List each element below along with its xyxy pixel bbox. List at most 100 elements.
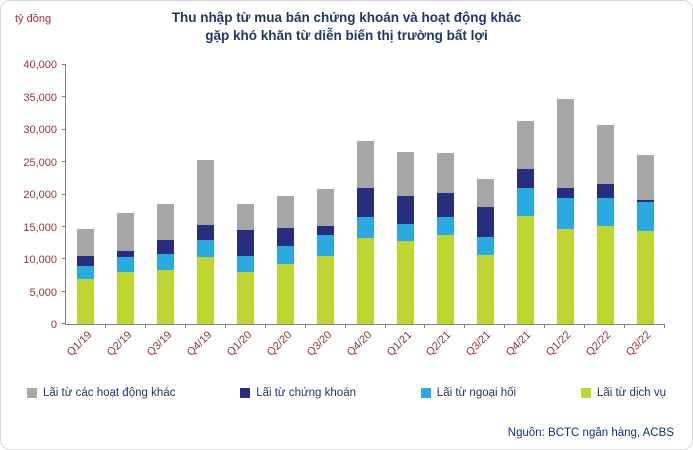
- y-axis-tick-mark: [62, 258, 66, 260]
- x-axis-tick-label: Q2/20: [264, 329, 295, 359]
- bar-segment: [436, 235, 454, 324]
- x-axis-tick-label: Q1/22: [544, 329, 574, 359]
- bar-segment: [277, 264, 295, 324]
- bar-segment: [357, 140, 375, 189]
- bar-segment: [317, 189, 335, 226]
- bar-segment: [77, 278, 95, 324]
- y-axis-tick-mark: [62, 161, 66, 163]
- bar-segment: [277, 228, 295, 247]
- y-axis-unit-label: tỷ đồng: [15, 13, 52, 25]
- stacked-bar: [636, 65, 654, 324]
- bar-segment: [396, 152, 414, 197]
- x-axis-tick-mark: [144, 324, 146, 328]
- bar-segment: [197, 160, 215, 225]
- bar-segment: [596, 183, 614, 198]
- y-axis-tick-label: 25,000: [23, 156, 57, 169]
- bar-slot: Q2/20: [264, 65, 306, 359]
- stacked-bar: [157, 65, 175, 324]
- chart-title-line-2: gặp khó khăn từ diễn biến thị trường bất…: [205, 28, 488, 44]
- y-axis-tick-mark: [62, 64, 66, 65]
- stacked-bar: [396, 65, 414, 324]
- y-axis-tick-mark: [62, 290, 66, 292]
- x-axis-tick-label: Q3/21: [464, 329, 494, 359]
- x-axis-tick-mark: [504, 324, 506, 328]
- bar-segment: [476, 237, 494, 256]
- legend-label: Lãi từ các hoạt động khác: [43, 387, 176, 399]
- bar-slot: Q1/19: [65, 65, 106, 359]
- stacked-bar: [596, 65, 614, 324]
- bar-segment: [197, 239, 215, 258]
- x-axis-tick-mark: [544, 324, 546, 328]
- y-axis-tick-mark: [62, 323, 66, 324]
- bar-slot: Q1/21: [384, 65, 426, 359]
- y-axis-tick-label: 0: [50, 319, 57, 331]
- y-axis-tick-mark: [62, 96, 66, 98]
- bar-segment: [436, 153, 454, 194]
- bar-segment: [357, 237, 375, 324]
- legend-label: Lãi từ dịch vụ: [596, 387, 666, 399]
- bar-segment: [357, 188, 375, 217]
- y-axis-tick-label: 30,000: [23, 124, 57, 136]
- bar-segment: [157, 204, 175, 240]
- legend: Lãi từ các hoạt động khác Lãi từ chứng kh…: [27, 387, 666, 399]
- bar-segment: [237, 230, 255, 257]
- x-axis-tick-mark: [384, 324, 386, 328]
- bar-segment: [157, 239, 175, 255]
- legend-label: Lãi từ ngoại hối: [436, 387, 517, 399]
- bar-segment: [636, 199, 654, 203]
- bar-segment: [436, 217, 454, 236]
- chart-title-line-1: Thu nhập từ mua bán chứng khoán và hoạt …: [171, 10, 522, 25]
- bar-segment: [636, 202, 654, 232]
- bar-segment: [317, 225, 335, 235]
- y-axis-tick-label: 40,000: [23, 59, 57, 71]
- bar-segment: [396, 241, 414, 324]
- bar-segment: [556, 197, 574, 229]
- bar-segment: [476, 207, 494, 238]
- x-axis-tick-mark: [184, 324, 186, 328]
- source-note: Nguồn: BCTC ngân hàng, ACBS: [507, 427, 674, 439]
- x-axis-tick-label: Q3/22: [623, 329, 654, 359]
- y-axis-tick-label: 5,000: [29, 286, 57, 299]
- bar-segment: [476, 255, 494, 324]
- bar-slot: Q1/20: [225, 65, 266, 359]
- x-axis-tick-label: Q2/19: [104, 329, 135, 359]
- stacked-bar: [197, 65, 215, 324]
- bar-segment: [596, 225, 614, 324]
- bar-slot: Q1/22: [544, 65, 586, 359]
- x-axis-tick-mark: [664, 324, 666, 328]
- bar-slot: Q3/19: [145, 65, 186, 359]
- x-axis-tick-label: Q2/22: [583, 329, 614, 359]
- bar-segment: [516, 188, 534, 216]
- x-axis-tick-mark: [424, 324, 426, 328]
- bar-slot: Q3/21: [464, 65, 506, 359]
- legend-item: Lãi từ chứng khoán: [240, 387, 356, 399]
- bar-segment: [476, 178, 494, 208]
- bar-segment: [197, 257, 215, 324]
- bar-segment: [436, 193, 454, 218]
- x-axis-tick-mark: [344, 324, 346, 328]
- bar-segment: [237, 256, 255, 273]
- y-axis-tick-label: 10,000: [23, 254, 57, 266]
- bar-segment: [117, 250, 135, 257]
- bar-segment: [596, 197, 614, 226]
- y-axis-tick-mark: [62, 225, 66, 227]
- x-axis-tick-label: Q4/19: [184, 329, 215, 359]
- bar-slot: Q4/19: [185, 65, 226, 359]
- x-axis-tick-mark: [464, 324, 466, 328]
- y-axis-tick-label: 35,000: [23, 91, 57, 104]
- stacked-bar: [516, 65, 534, 324]
- legend-swatch-icon: [580, 388, 591, 398]
- x-axis-tick-mark: [104, 324, 106, 328]
- bar-segment: [636, 155, 654, 200]
- y-axis-tick-mark: [62, 193, 66, 195]
- x-axis-tick-label: Q1/21: [384, 329, 414, 359]
- bar-segment: [77, 228, 95, 257]
- bar-segment: [516, 121, 534, 170]
- bar-segment: [596, 124, 614, 184]
- bar-segment: [77, 256, 95, 266]
- bar-slot: Q4/20: [344, 65, 386, 359]
- chart-title: Thu nhập từ mua bán chứng khoán và hoạt …: [1, 9, 692, 45]
- stacked-bar: [357, 65, 375, 324]
- bar-segment: [317, 234, 335, 257]
- y-axis-tick-label: 15,000: [23, 221, 57, 234]
